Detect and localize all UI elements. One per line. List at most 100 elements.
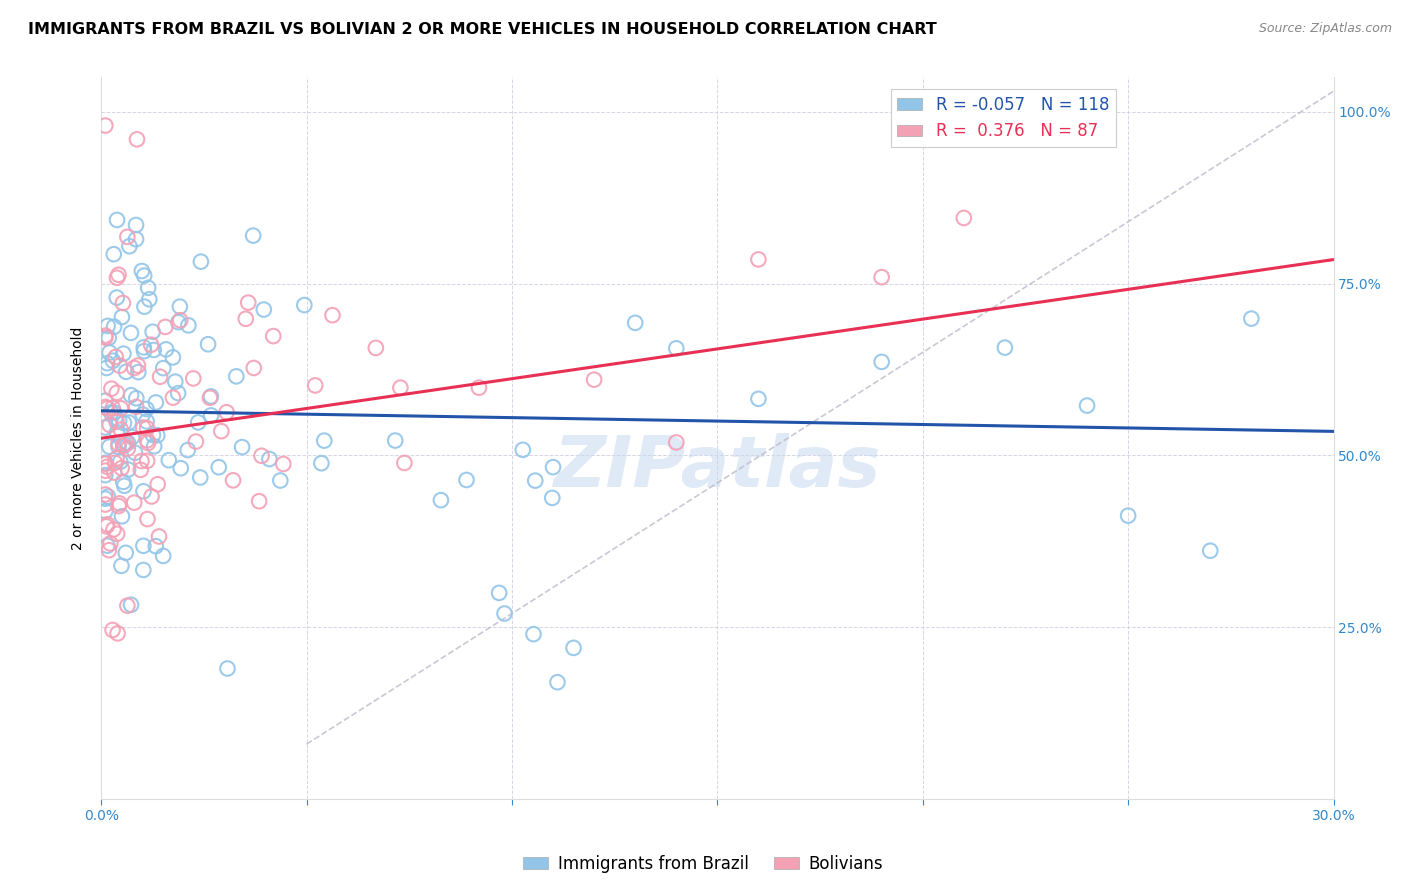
Point — [953, 211, 976, 225]
Point — [94, 487, 117, 501]
Point — [103, 466, 125, 480]
Point — [583, 373, 606, 387]
Point — [870, 270, 893, 285]
Point — [122, 495, 145, 509]
Point — [208, 460, 231, 475]
Point — [456, 473, 478, 487]
Point — [97, 331, 120, 345]
Point — [97, 318, 120, 333]
Point — [108, 496, 131, 510]
Point — [222, 473, 245, 487]
Point — [104, 350, 127, 364]
Point — [110, 455, 132, 469]
Point — [142, 325, 165, 339]
Point — [177, 443, 200, 458]
Point — [101, 353, 124, 368]
Point — [112, 475, 135, 489]
Point — [132, 420, 155, 434]
Point — [394, 456, 416, 470]
Point — [98, 536, 121, 550]
Point — [118, 239, 141, 253]
Point — [143, 439, 166, 453]
Point — [494, 607, 516, 621]
Point — [139, 337, 162, 351]
Point — [217, 661, 239, 675]
Point — [100, 405, 122, 419]
Point — [162, 391, 184, 405]
Point — [136, 454, 159, 468]
Point — [136, 281, 159, 295]
Point — [105, 270, 128, 285]
Point — [136, 434, 159, 448]
Point — [112, 479, 135, 493]
Point — [110, 401, 132, 416]
Point — [108, 359, 131, 373]
Point — [132, 340, 155, 354]
Point — [134, 268, 156, 283]
Point — [177, 318, 200, 333]
Point — [105, 385, 128, 400]
Point — [107, 440, 129, 454]
Point — [105, 526, 128, 541]
Point — [94, 464, 117, 478]
Point — [94, 400, 117, 414]
Point — [114, 438, 136, 452]
Point — [665, 341, 688, 355]
Point — [152, 361, 174, 376]
Text: IMMIGRANTS FROM BRAZIL VS BOLIVIAN 2 OR MORE VEHICLES IN HOUSEHOLD CORRELATION C: IMMIGRANTS FROM BRAZIL VS BOLIVIAN 2 OR … — [28, 22, 936, 37]
Point — [870, 355, 893, 369]
Point — [105, 415, 128, 429]
Point — [97, 490, 120, 504]
Point — [165, 375, 187, 389]
Point — [468, 381, 491, 395]
Point — [132, 539, 155, 553]
Point — [155, 343, 177, 357]
Point — [124, 446, 146, 460]
Point — [120, 326, 142, 340]
Point — [184, 434, 207, 449]
Point — [209, 424, 232, 438]
Point — [170, 461, 193, 475]
Point — [215, 405, 238, 419]
Point — [127, 359, 149, 373]
Point — [181, 371, 204, 385]
Point — [115, 365, 138, 379]
Point — [148, 529, 170, 543]
Text: ZIPatlas: ZIPatlas — [554, 433, 882, 501]
Point — [1076, 399, 1098, 413]
Point — [127, 365, 149, 379]
Point — [129, 463, 152, 477]
Point — [125, 400, 148, 414]
Point — [125, 218, 148, 232]
Point — [364, 341, 387, 355]
Point — [112, 416, 135, 430]
Point — [242, 361, 264, 376]
Point — [259, 452, 281, 467]
Point — [197, 337, 219, 351]
Point — [304, 378, 326, 392]
Point — [132, 563, 155, 577]
Point — [105, 291, 128, 305]
Point — [311, 456, 333, 470]
Point — [430, 493, 453, 508]
Point — [132, 344, 155, 359]
Point — [122, 361, 145, 376]
Point — [134, 300, 156, 314]
Point — [94, 456, 117, 470]
Point — [524, 474, 547, 488]
Point — [105, 425, 128, 440]
Point — [235, 311, 257, 326]
Point — [96, 361, 118, 376]
Point — [238, 295, 260, 310]
Point — [488, 586, 510, 600]
Point — [142, 428, 165, 442]
Point — [271, 457, 294, 471]
Point — [100, 382, 122, 396]
Point — [96, 539, 118, 553]
Point — [138, 293, 160, 307]
Point — [198, 391, 221, 405]
Point — [1116, 508, 1139, 523]
Point — [115, 436, 138, 450]
Point — [200, 389, 222, 403]
Point — [314, 434, 336, 448]
